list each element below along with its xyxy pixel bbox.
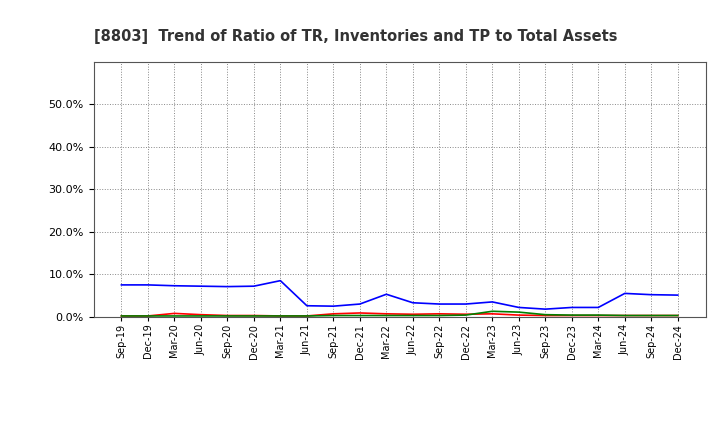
Inventories [515, 305, 523, 310]
Trade Payables [541, 312, 549, 317]
Trade Payables [435, 313, 444, 318]
Inventories [356, 301, 364, 307]
Text: [8803]  Trend of Ratio of TR, Inventories and TP to Total Assets: [8803] Trend of Ratio of TR, Inventories… [94, 29, 617, 44]
Inventories [435, 301, 444, 307]
Trade Receivables [170, 311, 179, 316]
Trade Receivables [408, 312, 417, 317]
Trade Receivables [567, 313, 576, 318]
Trade Payables [462, 312, 470, 318]
Line: Inventories: Inventories [122, 281, 678, 309]
Trade Payables [567, 312, 576, 318]
Trade Payables [488, 308, 497, 314]
Inventories [594, 305, 603, 310]
Trade Payables [515, 309, 523, 315]
Inventories [673, 293, 682, 298]
Inventories [567, 305, 576, 310]
Trade Payables [170, 313, 179, 319]
Trade Receivables [621, 313, 629, 318]
Trade Payables [408, 313, 417, 318]
Trade Payables [143, 313, 152, 319]
Trade Payables [117, 313, 126, 319]
Inventories [143, 282, 152, 288]
Line: Trade Payables: Trade Payables [122, 311, 678, 316]
Trade Payables [647, 313, 656, 318]
Trade Payables [673, 313, 682, 318]
Inventories [488, 299, 497, 304]
Trade Receivables [541, 313, 549, 318]
Trade Payables [223, 313, 232, 319]
Trade Payables [197, 313, 205, 319]
Trade Receivables [356, 310, 364, 315]
Trade Payables [594, 312, 603, 318]
Trade Receivables [515, 312, 523, 318]
Trade Payables [382, 313, 391, 318]
Inventories [408, 300, 417, 305]
Inventories [382, 292, 391, 297]
Trade Payables [250, 313, 258, 319]
Trade Receivables [594, 313, 603, 318]
Inventories [647, 292, 656, 297]
Trade Receivables [250, 313, 258, 318]
Trade Receivables [329, 311, 338, 316]
Inventories [329, 304, 338, 309]
Inventories [462, 301, 470, 307]
Trade Receivables [673, 313, 682, 318]
Trade Receivables [382, 311, 391, 316]
Trade Receivables [462, 312, 470, 317]
Inventories [621, 291, 629, 296]
Inventories [223, 284, 232, 289]
Trade Receivables [488, 311, 497, 316]
Trade Receivables [647, 313, 656, 318]
Line: Trade Receivables: Trade Receivables [122, 313, 678, 316]
Inventories [170, 283, 179, 288]
Trade Payables [356, 313, 364, 318]
Trade Receivables [143, 313, 152, 319]
Inventories [276, 278, 284, 283]
Trade Receivables [117, 313, 126, 319]
Trade Receivables [435, 311, 444, 316]
Trade Payables [329, 313, 338, 318]
Trade Payables [276, 313, 284, 319]
Trade Payables [621, 313, 629, 318]
Trade Receivables [223, 313, 232, 318]
Inventories [250, 283, 258, 289]
Trade Receivables [276, 313, 284, 319]
Trade Payables [302, 313, 311, 319]
Trade Receivables [197, 312, 205, 317]
Inventories [197, 283, 205, 289]
Inventories [541, 307, 549, 312]
Inventories [302, 303, 311, 308]
Trade Receivables [302, 313, 311, 319]
Inventories [117, 282, 126, 288]
